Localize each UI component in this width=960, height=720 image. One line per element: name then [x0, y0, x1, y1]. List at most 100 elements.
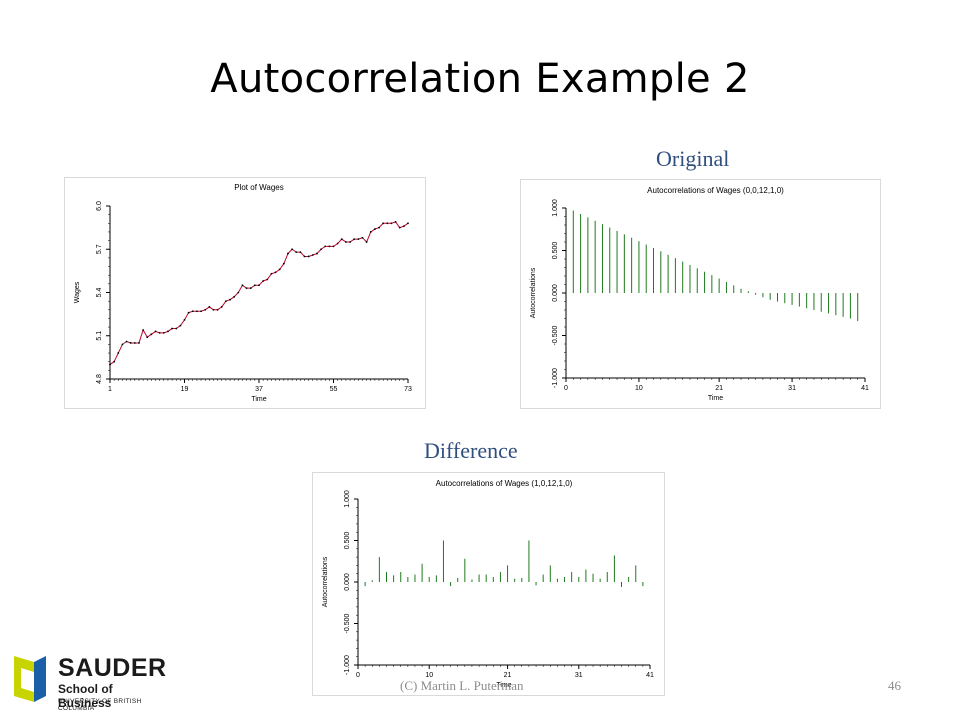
x-tick-label: 10: [635, 385, 643, 392]
data-point: [262, 280, 265, 282]
data-point: [146, 336, 149, 339]
y-tick-label: 5.4: [96, 288, 103, 298]
data-point: [117, 352, 120, 354]
y-tick-label: 0.000: [552, 284, 559, 302]
data-point: [278, 268, 281, 271]
x-tick-label: 10: [425, 672, 433, 679]
data-point: [320, 248, 322, 251]
acf-original-panel: Autocorrelations of Wages (0,0,12,1,0) 0 1…: [520, 179, 881, 409]
chart-title: Autocorrelations of Wages (0,0,12,1,0): [647, 186, 784, 195]
data-point: [171, 327, 173, 330]
data-point: [311, 254, 314, 256]
x-tick-label: 21: [504, 672, 512, 679]
acf-difference-panel: Autocorrelations of Wages (1,0,12,1,0) 0 1…: [312, 472, 665, 696]
data-point: [258, 284, 260, 287]
chart-title: Autocorrelations of Wages (1,0,12,1,0): [436, 479, 573, 488]
x-tick-label: 41: [646, 672, 654, 679]
x-tick-label: 0: [356, 672, 360, 679]
data-point: [208, 306, 211, 308]
data-point: [158, 331, 161, 334]
data-point: [386, 222, 389, 225]
data-point: [307, 255, 310, 258]
data-point: [365, 241, 368, 243]
x-axis-label: Time: [251, 396, 266, 403]
data-point: [241, 284, 244, 287]
data-point: [237, 291, 240, 294]
data-point: [167, 330, 169, 333]
x-tick-label: 0: [564, 385, 568, 392]
data-point: [324, 245, 327, 248]
slide-title: Autocorrelation Example 2: [210, 56, 750, 102]
logo-school: School of Business: [58, 682, 113, 710]
x-tick-label: 73: [404, 386, 412, 393]
y-tick-label: 5.1: [96, 331, 103, 341]
data-point: [125, 340, 128, 343]
data-point: [266, 278, 269, 281]
data-point: [121, 343, 124, 346]
data-point: [212, 308, 215, 311]
y-tick-label: -1.000: [552, 368, 559, 388]
data-point: [220, 306, 223, 308]
data-point: [175, 327, 178, 330]
page-number: 46: [888, 678, 901, 693]
x-tick-label: 55: [330, 386, 338, 393]
data-point: [382, 222, 385, 225]
data-point: [345, 241, 347, 243]
data-point: [316, 252, 318, 255]
data-point: [357, 238, 360, 241]
y-axis-label: Autocorrelations: [530, 267, 537, 318]
wages-plot-panel: Plot of Wages 1 19 37 55 73 4.8 5.1 5.4 5.7 6.0 Tim…: [64, 177, 426, 409]
x-tick-label: 1: [108, 386, 112, 393]
logo-university: UNIVERSITY OF BRITISH COLUMBIA: [58, 698, 142, 712]
data-point: [154, 330, 157, 333]
chart-title: Plot of Wages: [234, 183, 284, 192]
sauder-logo-mark-icon: [14, 656, 46, 702]
data-point: [299, 251, 302, 254]
data-point: [183, 318, 186, 321]
data-point: [274, 271, 277, 274]
x-tick-label: 31: [788, 385, 796, 392]
x-tick-label: 31: [575, 672, 583, 679]
y-tick-label: 0.500: [552, 242, 559, 260]
data-point: [287, 252, 289, 255]
data-point: [142, 329, 145, 331]
data-point: [224, 300, 227, 303]
data-point: [109, 363, 111, 366]
data-point: [162, 331, 165, 334]
data-point: [369, 231, 372, 233]
data-point: [216, 308, 219, 311]
y-tick-label: -0.500: [552, 325, 559, 345]
y-tick-label: -1.000: [344, 655, 351, 675]
y-tick-label: -0.500: [344, 613, 351, 633]
data-point: [133, 342, 136, 344]
y-tick-label: 1.000: [344, 490, 351, 508]
data-point: [245, 287, 248, 290]
data-point: [282, 262, 285, 265]
y-axis-label: Wages: [74, 281, 81, 303]
label-difference: Difference: [424, 438, 518, 463]
data-point: [150, 333, 153, 336]
data-point: [179, 324, 182, 327]
data-point: [196, 310, 198, 313]
data-point: [270, 272, 273, 275]
x-axis-label: Time: [708, 395, 723, 402]
data-point: [295, 251, 298, 254]
data-point: [129, 342, 132, 344]
data-point: [332, 245, 335, 248]
data-point: [303, 255, 306, 258]
data-point: [336, 242, 339, 245]
acf-difference-chart: Autocorrelations of Wages (1,0,12,1,0) 0 1…: [322, 479, 654, 689]
footer-credit: (C) Martin L. Puterman: [400, 678, 524, 693]
y-tick-label: 5.7: [96, 244, 103, 254]
data-point: [353, 238, 356, 241]
data-point: [291, 248, 294, 251]
label-original: Original: [656, 146, 730, 171]
data-point: [187, 311, 190, 314]
y-tick-label: 0.000: [344, 573, 351, 591]
series-line: [109, 221, 409, 365]
data-point: [349, 241, 351, 243]
data-point: [200, 310, 202, 313]
data-point: [233, 295, 236, 298]
x-axis-label: Time: [496, 682, 511, 689]
data-point: [340, 238, 343, 241]
